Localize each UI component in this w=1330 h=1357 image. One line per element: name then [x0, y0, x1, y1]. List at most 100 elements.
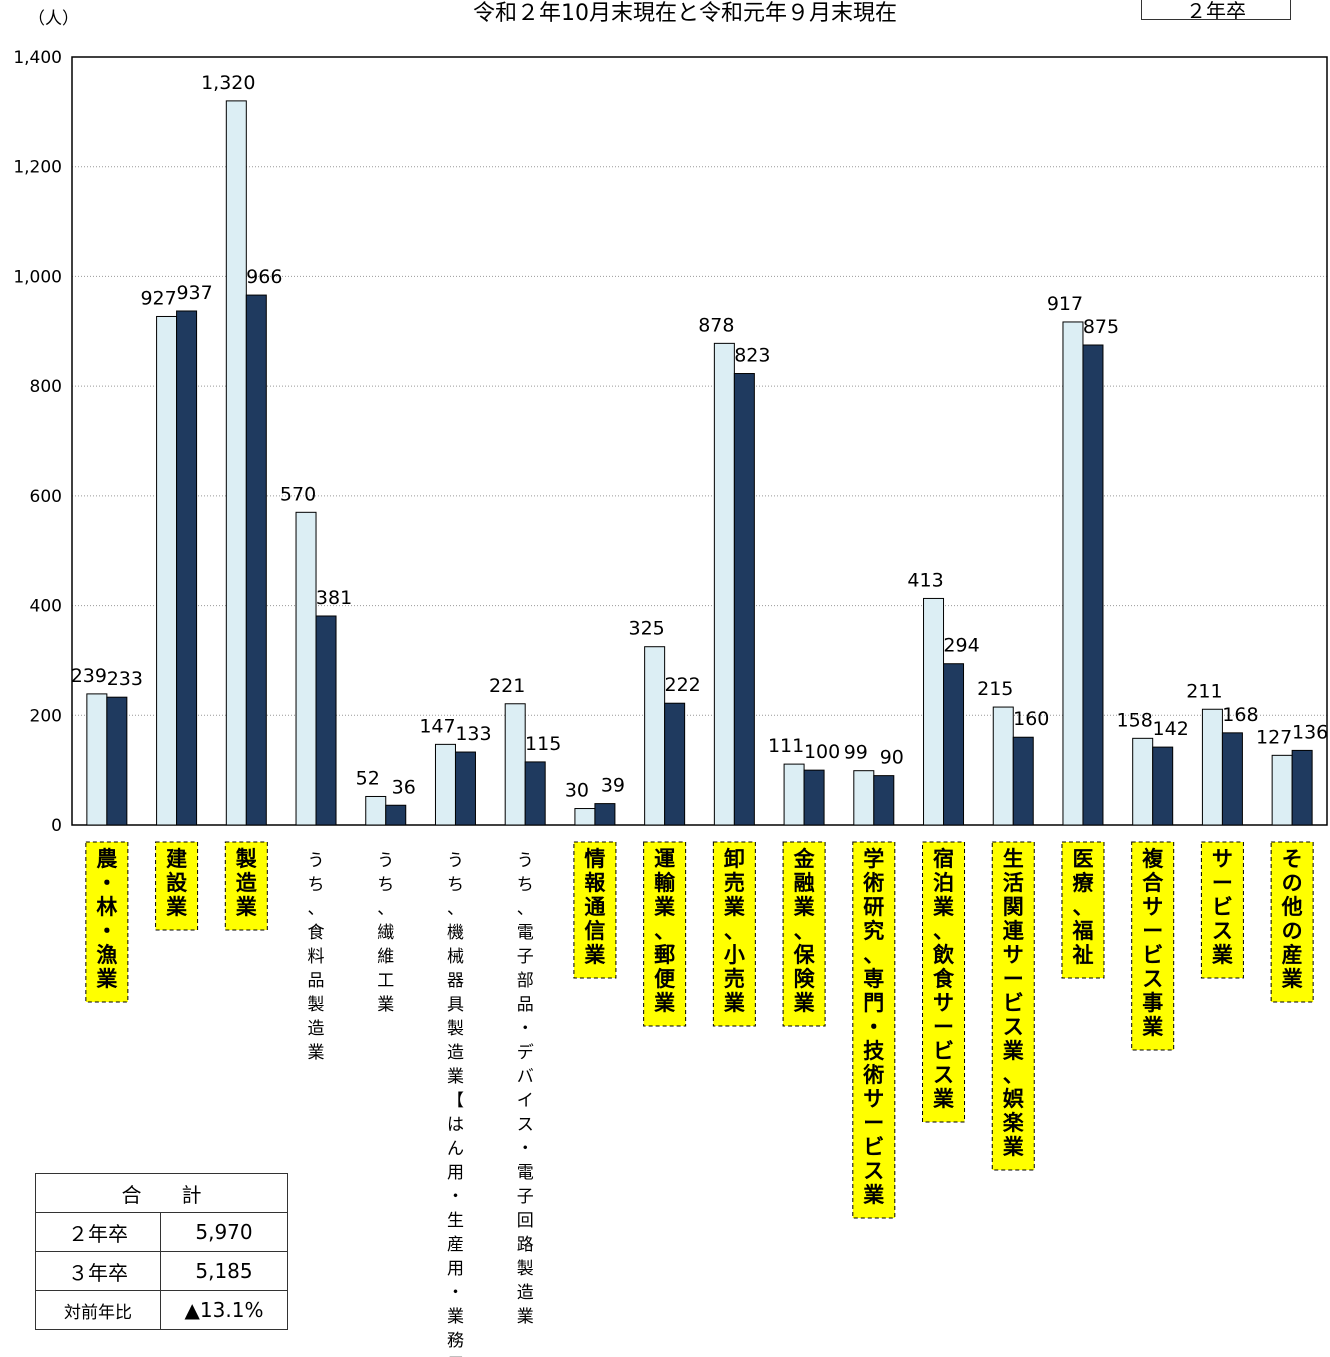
- bar-series-1: [1132, 737, 1154, 826]
- category-label-box: [155, 841, 199, 931]
- data-label: 115: [525, 733, 561, 755]
- bar-series-1: [713, 342, 735, 826]
- bar-series-1: [992, 706, 1014, 826]
- category-label: 情報通信業: [584, 847, 606, 967]
- totals-row-label: ２年卒: [35, 1212, 161, 1252]
- data-label: 39: [601, 775, 625, 797]
- data-label: 215: [977, 678, 1013, 700]
- bar-series-2: [1082, 344, 1104, 826]
- category-label: 建設業: [166, 847, 188, 919]
- data-label: 381: [316, 587, 352, 609]
- totals-row: ３年卒 5,185: [35, 1251, 288, 1291]
- bar-series-1: [86, 693, 108, 826]
- data-label: 221: [489, 675, 525, 697]
- chart-title: 令和２年10月末現在と令和元年９月末現在: [473, 1, 897, 26]
- category-label: 金融業、保険業: [793, 847, 816, 1015]
- category-label: その他の産業: [1281, 847, 1304, 991]
- category-label-box: [1200, 841, 1244, 979]
- bar-series-1: [365, 795, 387, 826]
- data-label: 823: [734, 345, 770, 367]
- data-label: 937: [176, 282, 212, 304]
- category-label-box: [573, 841, 617, 979]
- y-tick-label: 200: [30, 706, 62, 726]
- totals-row-value: ▲13.1%: [160, 1290, 288, 1330]
- data-label: 127: [1256, 726, 1292, 748]
- bar-series-2: [176, 310, 198, 826]
- totals-table: 合 計 ２年卒 5,970 ３年卒 5,185 対前年比 ▲13.1%: [35, 1173, 288, 1330]
- data-label: 30: [565, 780, 589, 802]
- data-label: 90: [880, 747, 904, 769]
- data-label: 147: [419, 715, 455, 737]
- data-label: 570: [280, 483, 316, 505]
- data-label: 966: [246, 266, 282, 288]
- bar-series-2: [1221, 732, 1243, 826]
- totals-row: 対前年比 ▲13.1%: [35, 1290, 288, 1330]
- bar-series-1: [504, 703, 526, 826]
- data-label: 917: [1047, 293, 1083, 315]
- bar-series-2: [664, 702, 686, 826]
- category-label-box: [712, 841, 756, 1027]
- bar-series-1: [434, 743, 456, 826]
- bar-series-1: [225, 100, 247, 826]
- totals-header: 合 計: [35, 1173, 288, 1213]
- bar-series-1: [923, 597, 945, 826]
- category-label-box: [1061, 841, 1105, 979]
- bar-series-2: [1291, 749, 1313, 826]
- totals-row-label: 対前年比: [35, 1290, 161, 1330]
- bar-series-2: [803, 769, 825, 826]
- data-label: 136: [1292, 721, 1328, 743]
- category-label: 複合サービス事業: [1141, 847, 1164, 1039]
- category-label: サービス業: [1212, 847, 1234, 967]
- y-tick-label: 0: [51, 816, 62, 836]
- data-label: 142: [1153, 718, 1189, 740]
- category-label-box: [782, 841, 826, 1027]
- data-label: 168: [1222, 704, 1258, 726]
- data-label: 413: [907, 569, 943, 591]
- category-label-box: [643, 841, 687, 1027]
- bar-series-2: [454, 751, 476, 826]
- totals-row-value: 5,970: [160, 1212, 288, 1252]
- data-label: 233: [107, 668, 143, 690]
- bar-series-2: [594, 803, 616, 826]
- bar-series-1: [644, 646, 666, 826]
- category-label: 卸売業、小売業: [724, 847, 746, 1015]
- bar-series-1: [156, 315, 178, 826]
- category-label-box: [922, 841, 966, 1123]
- bar-series-2: [1152, 746, 1174, 826]
- plot-area: [71, 56, 1328, 826]
- category-label: うち、繊維工業: [377, 851, 394, 1015]
- category-label-box: [224, 841, 268, 931]
- bar-series-1: [853, 770, 875, 826]
- y-tick-label: 400: [30, 597, 62, 617]
- data-label: 36: [392, 776, 416, 798]
- bar-series-1: [295, 511, 317, 826]
- data-label: 294: [943, 635, 979, 657]
- data-label: 133: [455, 723, 491, 745]
- category-label-box: [1270, 841, 1314, 1003]
- data-label: 100: [804, 741, 840, 763]
- category-label: 運輸業、郵便業: [654, 847, 676, 1015]
- bar-series-1: [1062, 321, 1084, 826]
- category-label: 宿泊業、飲食サービス業: [932, 847, 955, 1111]
- totals-row-value: 5,185: [160, 1251, 288, 1291]
- y-tick-label: 800: [30, 377, 62, 397]
- data-label: 160: [1013, 708, 1049, 730]
- category-label: うち、機械器具製造業【はん用・生産用・業務用】: [447, 851, 464, 1357]
- bar-series-2: [315, 615, 337, 826]
- data-label: 211: [1186, 680, 1222, 702]
- y-axis-label: （人）: [28, 9, 79, 29]
- data-label: 1,320: [201, 72, 255, 94]
- category-label: 製造業: [235, 847, 258, 919]
- data-label: 325: [629, 618, 665, 640]
- category-label-box: [85, 841, 129, 1003]
- category-label-box: [1131, 841, 1175, 1051]
- y-tick-label: 1,400: [13, 48, 62, 68]
- bar-series-2: [873, 775, 895, 826]
- category-label-box: [852, 841, 896, 1219]
- category-label: 生活関連サービス業、娯楽業: [1003, 847, 1025, 1159]
- data-label: 875: [1083, 316, 1119, 338]
- category-label: 学術研究、専門・技術サービス業: [862, 847, 885, 1207]
- data-label: 222: [665, 674, 701, 696]
- data-label: 239: [71, 665, 107, 687]
- data-label: 927: [140, 287, 176, 309]
